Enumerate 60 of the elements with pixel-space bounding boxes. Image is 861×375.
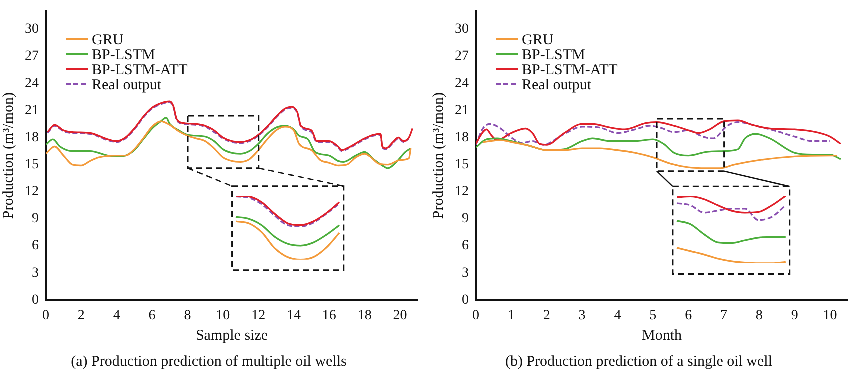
y-tick-label: 18 xyxy=(455,130,469,146)
legend-label: GRU xyxy=(522,32,554,48)
legend-label: Real output xyxy=(92,77,162,94)
y-tick-label: 24 xyxy=(25,76,39,92)
legend-label: BP-LSTM-ATT xyxy=(522,62,618,78)
line-series xyxy=(482,140,838,170)
y-tick-label: 30 xyxy=(25,22,39,38)
x-tick-label: 18 xyxy=(358,308,372,324)
y-tick-label: 21 xyxy=(455,103,469,118)
y-tick-label: 24 xyxy=(455,76,469,92)
y-tick-label: 0 xyxy=(462,292,469,308)
legend-label: Real output xyxy=(522,77,592,94)
x-tick-label: 2 xyxy=(543,308,550,324)
y-tick-label: 30 xyxy=(455,22,469,38)
x-tick-label: 9 xyxy=(791,308,798,324)
y-tick-label: 15 xyxy=(25,157,39,172)
y-tick-label: 12 xyxy=(25,184,39,200)
legend-label: BP-LSTM xyxy=(522,47,586,64)
x-tick-label: 8 xyxy=(184,308,192,324)
x-tick-label: 20 xyxy=(393,308,408,324)
x-tick-label: 5 xyxy=(650,308,657,324)
legend-label: BP-LSTM-ATT xyxy=(92,62,188,78)
x-tick-label: 10 xyxy=(216,308,230,324)
x-tick-label: 0 xyxy=(42,308,50,324)
text: (b) Production prediction of a single oil well xyxy=(505,354,773,370)
line-series xyxy=(476,133,842,160)
x-tick-label: 3 xyxy=(578,308,586,324)
legend-label: BP-LSTM xyxy=(92,47,156,64)
y-tick-label: 27 xyxy=(455,49,469,64)
x-tick-label: 2 xyxy=(78,308,85,324)
y-tick-label: 12 xyxy=(455,184,469,200)
y-tick-label: 3 xyxy=(32,266,39,281)
x-tick-label: 10 xyxy=(823,308,838,324)
y-axis-title: Production (m³/mon) xyxy=(430,92,447,220)
x-tick-label: 6 xyxy=(685,308,692,324)
y-tick-label: 15 xyxy=(455,157,469,172)
x-tick-label: 4 xyxy=(113,308,120,324)
y-tick-label: 27 xyxy=(25,49,39,64)
x-axis-title: Sample size xyxy=(196,328,268,344)
text: (a) Production prediction of multiple oil wells xyxy=(71,354,348,370)
x-axis-title: Month xyxy=(642,328,682,344)
y-tick-label: 9 xyxy=(32,212,39,227)
y-tick-label: 3 xyxy=(462,266,469,281)
x-tick-label: 1 xyxy=(508,308,515,324)
y-tick-label: 9 xyxy=(462,212,469,227)
x-tick-label: 7 xyxy=(720,308,728,324)
x-tick-label: 8 xyxy=(756,308,763,324)
x-tick-label: 4 xyxy=(614,308,622,324)
x-tick-label: 14 xyxy=(287,308,301,324)
x-tick-label: 0 xyxy=(472,308,480,324)
x-tick-label: 16 xyxy=(322,308,336,324)
x-tick-label: 12 xyxy=(252,308,266,324)
y-tick-label: 6 xyxy=(32,238,39,254)
y-tick-label: 6 xyxy=(462,238,469,254)
y-tick-label: 18 xyxy=(25,130,39,146)
y-axis-title: Production (m³/mon) xyxy=(0,92,17,220)
x-tick-label: 6 xyxy=(148,308,156,324)
legend-label: GRU xyxy=(92,32,124,48)
y-tick-label: 0 xyxy=(32,292,39,308)
y-tick-label: 21 xyxy=(25,103,39,118)
